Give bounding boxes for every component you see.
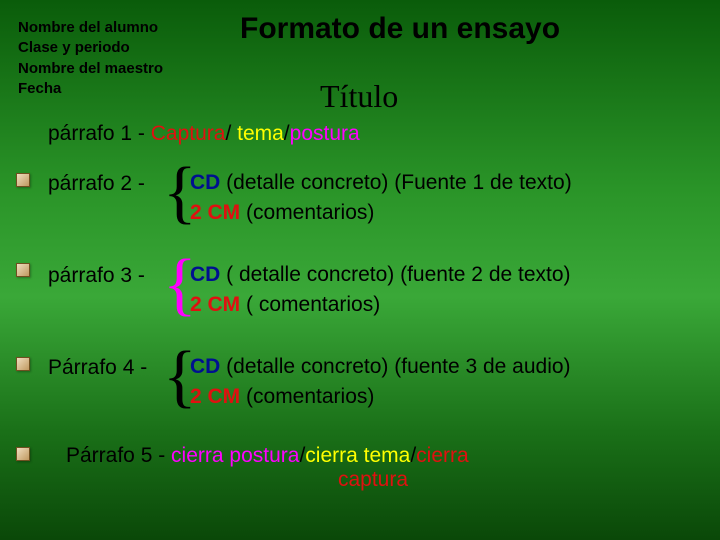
content-region: párrafo 1 - Captura/ tema/postura párraf… xyxy=(48,122,700,492)
p3-cd-desc: ( detalle concreto) (fuente 2 de texto) xyxy=(226,263,570,286)
p1-postura: postura xyxy=(290,122,360,145)
main-title: Formato de un ensayo xyxy=(240,12,560,46)
p5-cierra-captura2: captura xyxy=(338,468,408,491)
p2-label: párrafo 2 - xyxy=(48,172,145,196)
bullet-decor xyxy=(16,263,30,277)
p2-cd-desc: (detalle concreto) (Fuente 1 de texto) xyxy=(226,171,572,194)
paragraph-2: párrafo 2 - { CD (detalle concreto) (Fue… xyxy=(48,168,700,234)
brace-icon: { xyxy=(163,250,197,320)
p4-cd-desc: (detalle concreto) (fuente 3 de audio) xyxy=(226,355,570,378)
p5-cierra-tema: cierra tema xyxy=(305,444,410,467)
brace-icon: { xyxy=(163,342,197,412)
p3-body: CD ( detalle concreto) (fuente 2 de text… xyxy=(190,260,700,321)
p1-captura: Captura xyxy=(151,122,226,145)
paragraph-4: Párrafo 4 - { CD (detalle concreto) (fue… xyxy=(48,352,700,418)
bullet-decor xyxy=(16,173,30,187)
p4-cm: 2 CM xyxy=(190,385,246,408)
p3-label: párrafo 3 - xyxy=(48,264,145,288)
header-info: Nombre del alumno Clase y periodo Nombre… xyxy=(18,18,163,99)
paragraph-3: párrafo 3 - { CD ( detalle concreto) (fu… xyxy=(48,260,700,326)
p3-cm: 2 CM xyxy=(190,293,246,316)
p4-label: Párrafo 4 - xyxy=(48,356,147,380)
header-line: Nombre del alumno xyxy=(18,18,163,38)
paragraph-1: párrafo 1 - Captura/ tema/postura xyxy=(48,122,700,146)
p5-cierra-captura: cierra xyxy=(416,444,469,467)
p2-cm-desc: (comentarios) xyxy=(246,201,374,224)
p2-cm: 2 CM xyxy=(190,201,246,224)
brace-icon: { xyxy=(163,158,197,228)
sep: / xyxy=(225,122,237,145)
header-line: Fecha xyxy=(18,79,163,99)
p1-tema: tema xyxy=(237,122,284,145)
p5-label: Párrafo 5 - xyxy=(66,444,171,467)
p2-body: CD (detalle concreto) (Fuente 1 de texto… xyxy=(190,168,700,229)
bullet-decor xyxy=(16,357,30,371)
p3-cm-desc: ( comentarios) xyxy=(246,293,380,316)
p4-cm-desc: (comentarios) xyxy=(246,385,374,408)
p4-body: CD (detalle concreto) (fuente 3 de audio… xyxy=(190,352,700,413)
subtitle: Título xyxy=(320,78,398,115)
bullet-decor xyxy=(16,447,30,461)
header-line: Clase y periodo xyxy=(18,38,163,58)
header-line: Nombre del maestro xyxy=(18,59,163,79)
p5-cierra-postura: cierra postura xyxy=(171,444,299,467)
paragraph-5: Párrafo 5 - cierra postura/cierra tema/c… xyxy=(66,444,700,492)
p1-label: párrafo 1 - xyxy=(48,122,151,145)
